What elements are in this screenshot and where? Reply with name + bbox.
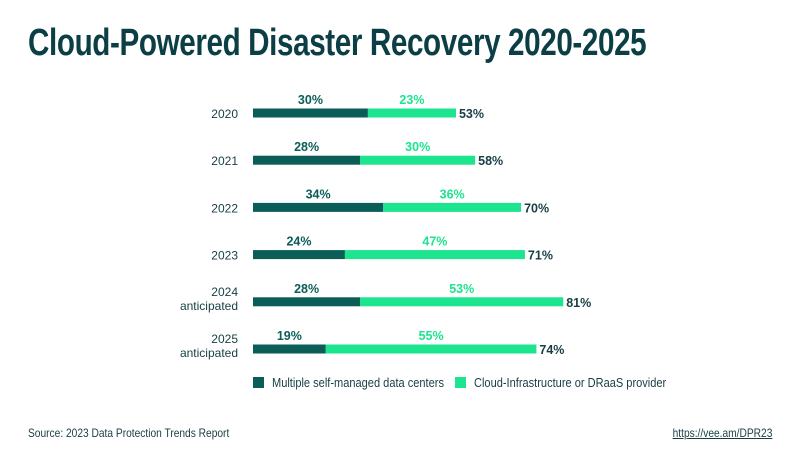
bar-self-managed (253, 108, 368, 118)
data-label-self-managed: 28% (294, 282, 319, 296)
category-label: 2023 (211, 249, 238, 263)
bar-cloud (383, 202, 522, 212)
data-label-self-managed: 30% (298, 93, 323, 107)
category-label: 2025 (211, 332, 238, 346)
data-label-cloud: 47% (422, 235, 447, 249)
bar-self-managed (253, 250, 345, 260)
data-label-self-managed: 28% (294, 140, 319, 154)
bar-cloud (325, 344, 537, 354)
legend-item-cloud: Cloud-Infrastructure or DRaaS provider (455, 375, 700, 390)
data-label-self-managed: 24% (286, 235, 311, 249)
data-label-self-managed: 19% (277, 329, 302, 343)
legend-swatch-cloud (455, 377, 466, 388)
data-label-cloud: 53% (449, 282, 474, 296)
category-label: 2022 (211, 201, 238, 215)
legend-label-self-managed: Multiple self-managed data centers (272, 375, 444, 390)
data-label-cloud: 36% (440, 187, 465, 201)
bar-self-managed (253, 202, 384, 212)
data-label-total: 58% (478, 154, 503, 168)
data-label-cloud: 23% (399, 93, 424, 107)
category-sublabel: anticipated (180, 346, 238, 360)
bar-self-managed (253, 155, 361, 165)
data-label-total: 71% (528, 249, 553, 263)
data-label-self-managed: 34% (306, 187, 331, 201)
data-label-cloud: 30% (405, 140, 430, 154)
legend-label-cloud: Cloud-Infrastructure or DRaaS provider (474, 375, 667, 390)
source-note: Source: 2023 Data Protection Trends Repo… (28, 426, 230, 440)
bar-cloud (344, 250, 525, 260)
bar-cloud (360, 155, 476, 165)
legend-swatch-self-managed (253, 377, 264, 388)
data-label-cloud: 55% (419, 329, 444, 343)
category-sublabel: anticipated (180, 299, 238, 313)
data-label-total: 70% (524, 201, 549, 215)
bar-self-managed (253, 297, 361, 307)
category-label: 2020 (211, 107, 238, 121)
chart-title: Cloud-Powered Disaster Recovery 2020-202… (28, 22, 647, 64)
bar-self-managed (253, 344, 326, 354)
legend-item-self-managed: Multiple self-managed data centers (253, 375, 474, 390)
category-label: 2021 (211, 154, 238, 168)
data-label-total: 74% (539, 343, 564, 357)
bar-cloud (360, 297, 564, 307)
data-label-total: 81% (566, 296, 591, 310)
source-link[interactable]: https://vee.am/DPR23 (672, 426, 772, 440)
data-label-total: 53% (459, 107, 484, 121)
category-label: 2024 (211, 285, 238, 299)
bar-cloud (367, 108, 456, 118)
